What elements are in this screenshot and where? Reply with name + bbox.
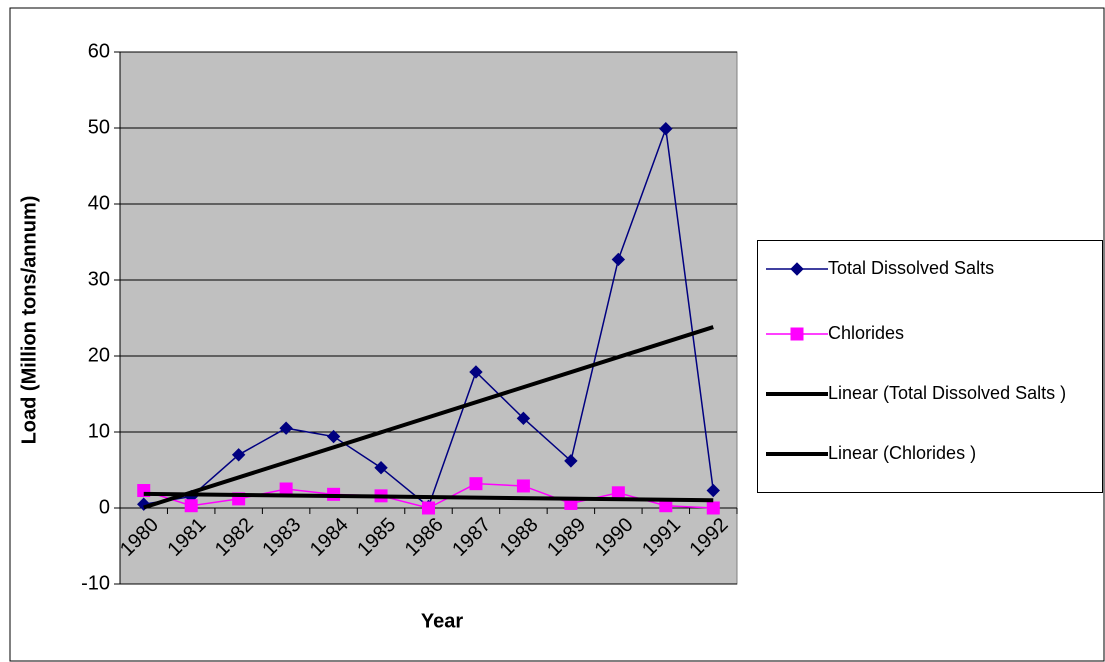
y-tick-label: 20 [88,344,110,366]
legend-swatch [766,452,828,456]
y-tick-label: 10 [88,420,110,442]
legend-label: Linear (Total Dissolved Salts ) [828,383,1067,403]
x-axis-title: Year [421,610,463,632]
trendline [143,325,714,510]
marker [516,479,530,493]
legend-swatch [766,262,828,276]
marker [326,429,341,444]
marker [659,122,673,136]
y-tick-label: 0 [99,496,110,518]
legend-swatch [766,327,828,341]
y-tick-label: 30 [88,268,110,290]
chart-border [9,7,1105,662]
marker [790,327,804,341]
legend-entry: Chlorides [758,321,1083,346]
legend-entry: Linear (Total Dissolved Salts ) [758,381,1083,406]
marker [469,365,483,379]
y-tick-label: 40 [88,192,110,214]
marker [790,262,804,276]
marker [611,252,626,267]
marker [279,482,293,496]
legend-label: Total Dissolved Salts [828,258,995,278]
marker [706,483,720,498]
marker [184,499,198,513]
marker [516,411,531,426]
legend-label: Linear (Chlorides ) [828,443,977,463]
marker [279,421,293,435]
marker [706,501,720,515]
marker [374,461,388,475]
y-axis-title: Load (Million tons/annum) [18,196,40,445]
trendline [143,491,714,503]
y-tick-label: 60 [88,40,110,62]
marker [564,454,578,468]
legend-label: Chlorides [828,323,905,343]
marker [231,448,246,462]
marker [611,486,625,500]
legend-entry: Total Dissolved Salts [758,256,1083,281]
marker [137,497,151,511]
marker [469,477,483,491]
legend-swatch [766,392,828,396]
y-tick-label: -10 [81,572,110,594]
y-tick-label: 50 [88,116,110,138]
marker [422,501,435,515]
legend: Total Dissolved Salts Chlorides Linear (To… [757,240,1103,493]
legend-entry: Linear (Chlorides ) [758,441,1083,466]
